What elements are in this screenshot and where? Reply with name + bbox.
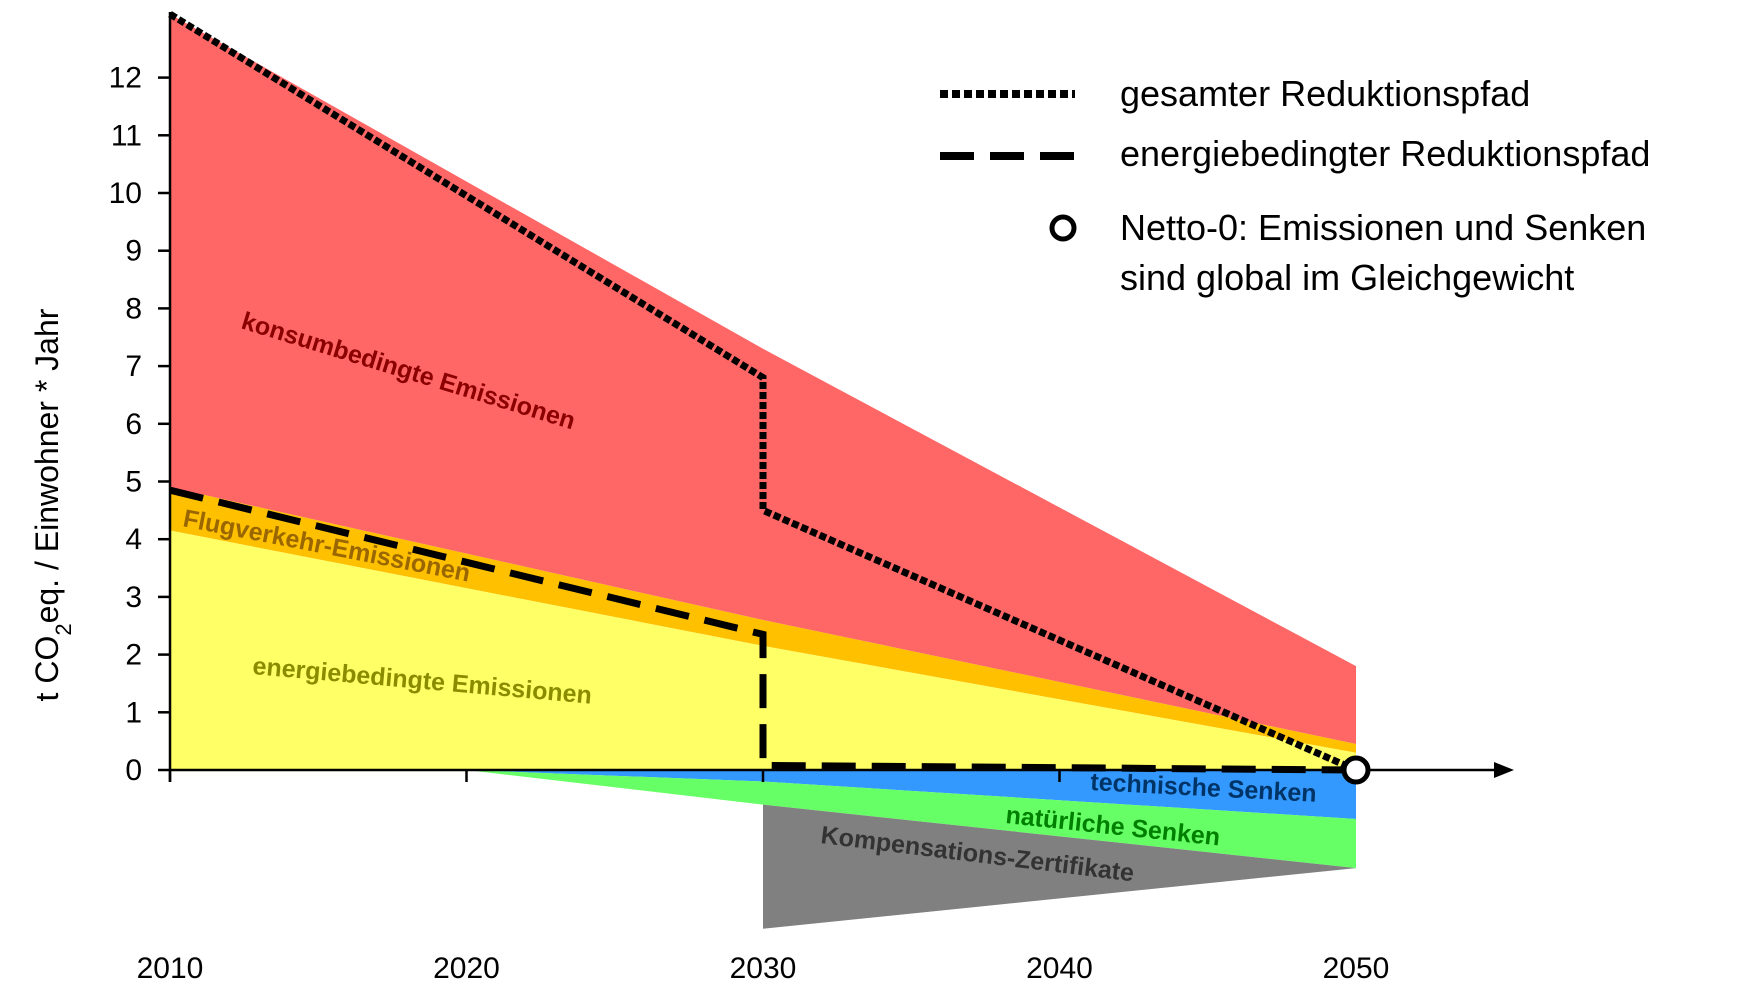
x-tick-label: 2040 <box>1026 952 1093 985</box>
area-flugverkehr-emissionen <box>170 487 1356 753</box>
y-tick-label: 2 <box>125 639 142 672</box>
y-axis-title: t CO2eq. / Einwohner * Jahr <box>29 308 76 701</box>
legend: gesamter Reduktionspfad energiebedingter… <box>940 73 1650 298</box>
series-line-energiebedingter-reduktionspfad <box>169 486 1357 774</box>
area-technische-senken <box>466 770 1356 819</box>
y-tick-label: 10 <box>109 177 142 210</box>
y-tick-label: 4 <box>125 523 142 556</box>
series-line-gesamter-reduktionspfad <box>168 11 1358 774</box>
legend-label-netto-line1: Netto-0: Emissionen und Senken <box>1120 207 1646 248</box>
y-tick-label: 3 <box>125 581 142 614</box>
area-nat-rliche-senken <box>466 770 1356 869</box>
legend-label-netto-line2: sind global im Gleichgewicht <box>1120 257 1574 298</box>
x-tick-label: 2030 <box>730 952 797 985</box>
y-tick-label: 5 <box>125 466 142 499</box>
x-axis-arrowhead <box>1494 762 1514 778</box>
legend-label-energie: energiebedingter Reduktionspfad <box>1120 133 1650 174</box>
y-tick-label: 8 <box>125 292 142 325</box>
y-tick-label: 6 <box>125 408 142 441</box>
x-tick-label: 2020 <box>433 952 500 985</box>
legend-circle-swatch <box>1049 214 1077 242</box>
series-lines <box>168 11 1358 774</box>
y-tick-label: 12 <box>109 62 142 95</box>
x-tick-label: 2010 <box>137 952 204 985</box>
x-tick-label: 2050 <box>1323 952 1390 985</box>
y-tick-label: 9 <box>125 235 142 268</box>
y-tick-label: 11 <box>111 119 142 152</box>
y-tick-label: 7 <box>125 350 142 383</box>
x-ticks: 2010 2020 2030 2040 2050 <box>137 770 1390 985</box>
y-tick-label: 1 <box>125 696 142 729</box>
legend-label-gesamt: gesamter Reduktionspfad <box>1120 73 1530 114</box>
netto-null-marker <box>1341 755 1371 785</box>
y-tick-label: 0 <box>125 754 142 787</box>
area-kompensations-zertifikate <box>763 804 1356 929</box>
